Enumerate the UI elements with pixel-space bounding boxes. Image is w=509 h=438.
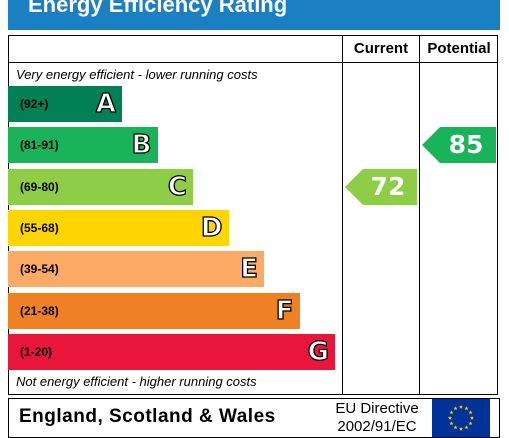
potential-column-header: Potential <box>427 40 491 57</box>
eu-star <box>458 404 464 409</box>
current-rating-arrow-value: 72 <box>370 171 406 201</box>
current-column-header: Current <box>353 40 409 57</box>
band-letter: G <box>307 336 330 367</box>
band-letter: E <box>240 254 259 285</box>
eu-star <box>447 415 453 420</box>
eu-directive-line2: 2002/91/EC <box>337 418 417 435</box>
band-range-label: (39-54) <box>20 262 59 277</box>
eu-flag-icon <box>432 399 490 437</box>
band-range-label: (69-80) <box>20 179 59 194</box>
band-letter: C <box>167 171 187 202</box>
band-letter: A <box>95 88 116 119</box>
footer-region: England, Scotland & Wales <box>19 406 276 427</box>
chart-title: Energy Efficiency Rating <box>28 0 288 17</box>
band-c: (69-80) C <box>8 168 193 205</box>
eu-star <box>469 415 475 420</box>
eu-star <box>458 426 464 431</box>
eu-star <box>464 406 469 411</box>
band-range-label: (1-20) <box>20 344 53 359</box>
eu-star <box>464 425 469 430</box>
header-divider <box>8 62 498 63</box>
current-column-divider <box>342 35 343 395</box>
band-g: (1-20) G <box>8 333 335 370</box>
title-bar: Energy Efficiency Rating <box>8 0 500 30</box>
band-range-label: (21-38) <box>20 303 59 318</box>
band-range-label: (81-91) <box>20 138 59 153</box>
band-d: (55-68) D <box>8 209 229 246</box>
eu-star <box>468 421 473 426</box>
band-letter: D <box>200 212 223 243</box>
band-a: (92+) A <box>8 86 122 122</box>
band-b: (81-91) B <box>8 127 158 164</box>
eu-directive: EU Directive 2002/91/EC <box>326 400 428 436</box>
potential-column-divider <box>419 35 420 395</box>
eu-star <box>453 406 458 411</box>
eu-star <box>468 410 473 415</box>
bottom-note: Not energy efficient - higher running co… <box>16 374 257 389</box>
top-note: Very energy efficient - lower running co… <box>16 67 258 82</box>
eu-star <box>449 410 454 415</box>
potential-rating-arrow: 85 <box>422 127 496 164</box>
band-letter: F <box>275 295 294 326</box>
band-f: (21-38) F <box>8 292 300 329</box>
band-letter: B <box>131 130 152 161</box>
band-e: (39-54) E <box>8 251 264 288</box>
current-rating-arrow: 72 <box>345 168 417 205</box>
eu-directive-line1: EU Directive <box>335 400 419 417</box>
band-range-label: (92+) <box>20 97 49 111</box>
potential-rating-arrow-value: 85 <box>448 130 484 160</box>
eu-star <box>453 425 458 430</box>
band-range-label: (55-68) <box>20 220 59 235</box>
eu-star <box>449 421 454 426</box>
